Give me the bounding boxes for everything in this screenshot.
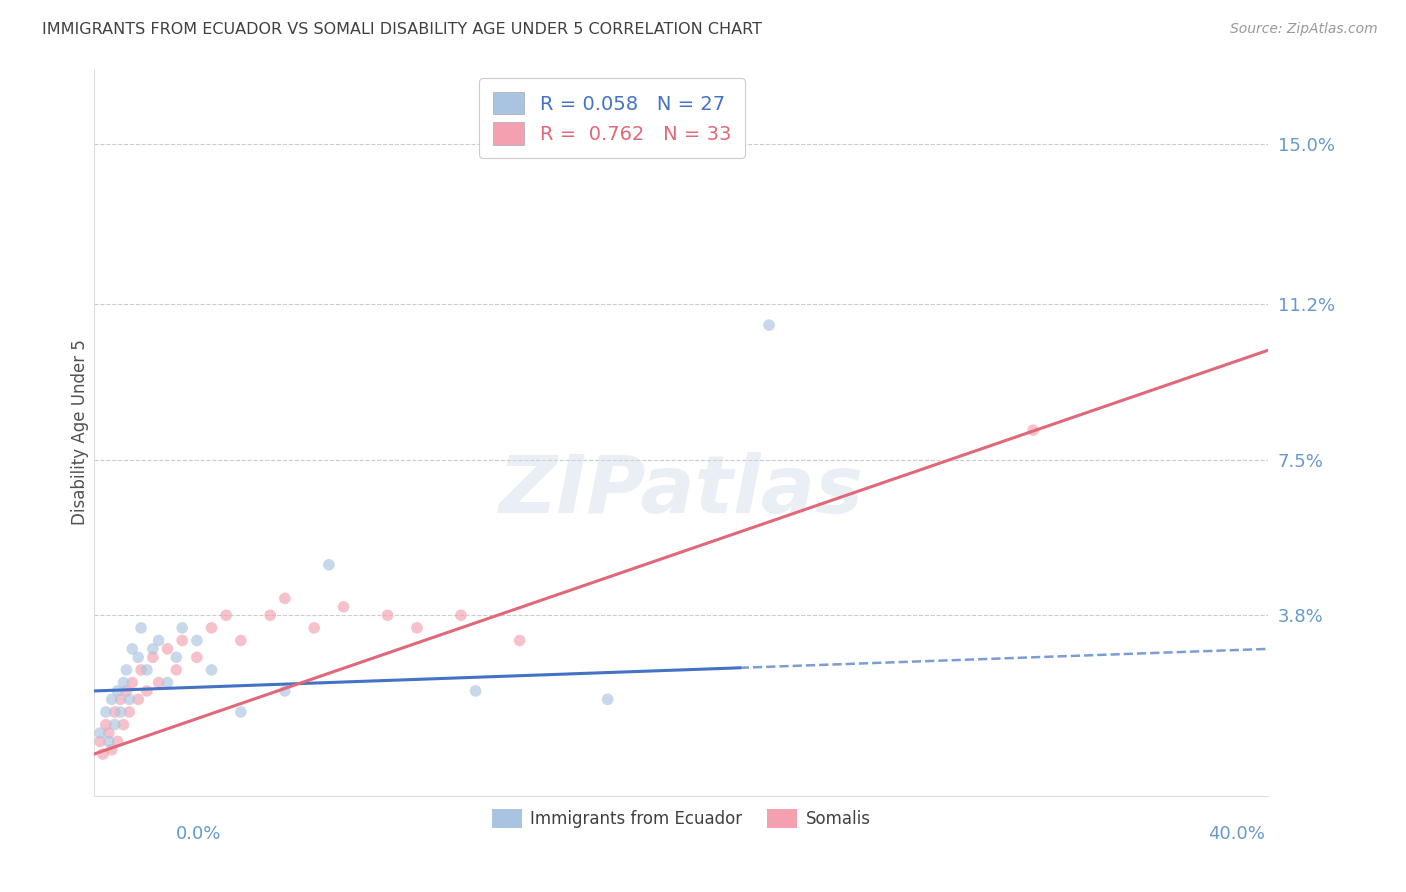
Point: [112, 675, 135, 690]
Point: [127, 692, 149, 706]
Point: [97, 734, 120, 748]
Point: [91, 747, 114, 761]
Point: [127, 650, 149, 665]
Point: [118, 692, 141, 706]
Point: [186, 650, 208, 665]
Point: [110, 692, 132, 706]
Point: [758, 318, 780, 332]
Y-axis label: Disability Age Under 5: Disability Age Under 5: [72, 339, 89, 525]
Point: [229, 705, 252, 719]
Point: [165, 650, 187, 665]
Point: [136, 684, 159, 698]
Point: [215, 608, 238, 623]
Point: [89, 734, 111, 748]
Point: [142, 641, 165, 656]
Point: [94, 717, 117, 731]
Point: [318, 558, 340, 572]
Point: [129, 663, 152, 677]
Point: [156, 641, 179, 656]
Point: [200, 663, 222, 677]
Point: [148, 675, 170, 690]
Point: [107, 734, 129, 748]
Text: IMMIGRANTS FROM ECUADOR VS SOMALI DISABILITY AGE UNDER 5 CORRELATION CHART: IMMIGRANTS FROM ECUADOR VS SOMALI DISABI…: [42, 22, 762, 37]
Text: Source: ZipAtlas.com: Source: ZipAtlas.com: [1230, 22, 1378, 37]
Point: [377, 608, 399, 623]
Point: [1022, 423, 1045, 437]
Point: [450, 608, 472, 623]
Point: [100, 692, 122, 706]
Point: [142, 650, 165, 665]
Point: [136, 663, 159, 677]
Point: [186, 633, 208, 648]
Point: [274, 684, 297, 698]
Point: [259, 608, 281, 623]
Legend: Immigrants from Ecuador, Somalis: Immigrants from Ecuador, Somalis: [485, 803, 877, 835]
Point: [148, 633, 170, 648]
Point: [107, 684, 129, 698]
Point: [172, 633, 194, 648]
Point: [129, 621, 152, 635]
Point: [89, 726, 111, 740]
Point: [156, 675, 179, 690]
Point: [229, 633, 252, 648]
Point: [104, 717, 127, 731]
Point: [115, 684, 138, 698]
Point: [100, 743, 122, 757]
Point: [332, 599, 354, 614]
Point: [274, 591, 297, 606]
Point: [464, 684, 486, 698]
Point: [509, 633, 531, 648]
Point: [94, 705, 117, 719]
Point: [121, 641, 143, 656]
Point: [118, 705, 141, 719]
Point: [97, 726, 120, 740]
Point: [104, 705, 127, 719]
Point: [200, 621, 222, 635]
Point: [172, 621, 194, 635]
Text: ZIPatlas: ZIPatlas: [499, 451, 863, 530]
Text: 40.0%: 40.0%: [1209, 825, 1265, 843]
Point: [115, 663, 138, 677]
Point: [110, 705, 132, 719]
Point: [596, 692, 619, 706]
Text: 0.0%: 0.0%: [176, 825, 221, 843]
Point: [302, 621, 325, 635]
Point: [112, 717, 135, 731]
Point: [121, 675, 143, 690]
Point: [406, 621, 429, 635]
Point: [165, 663, 187, 677]
